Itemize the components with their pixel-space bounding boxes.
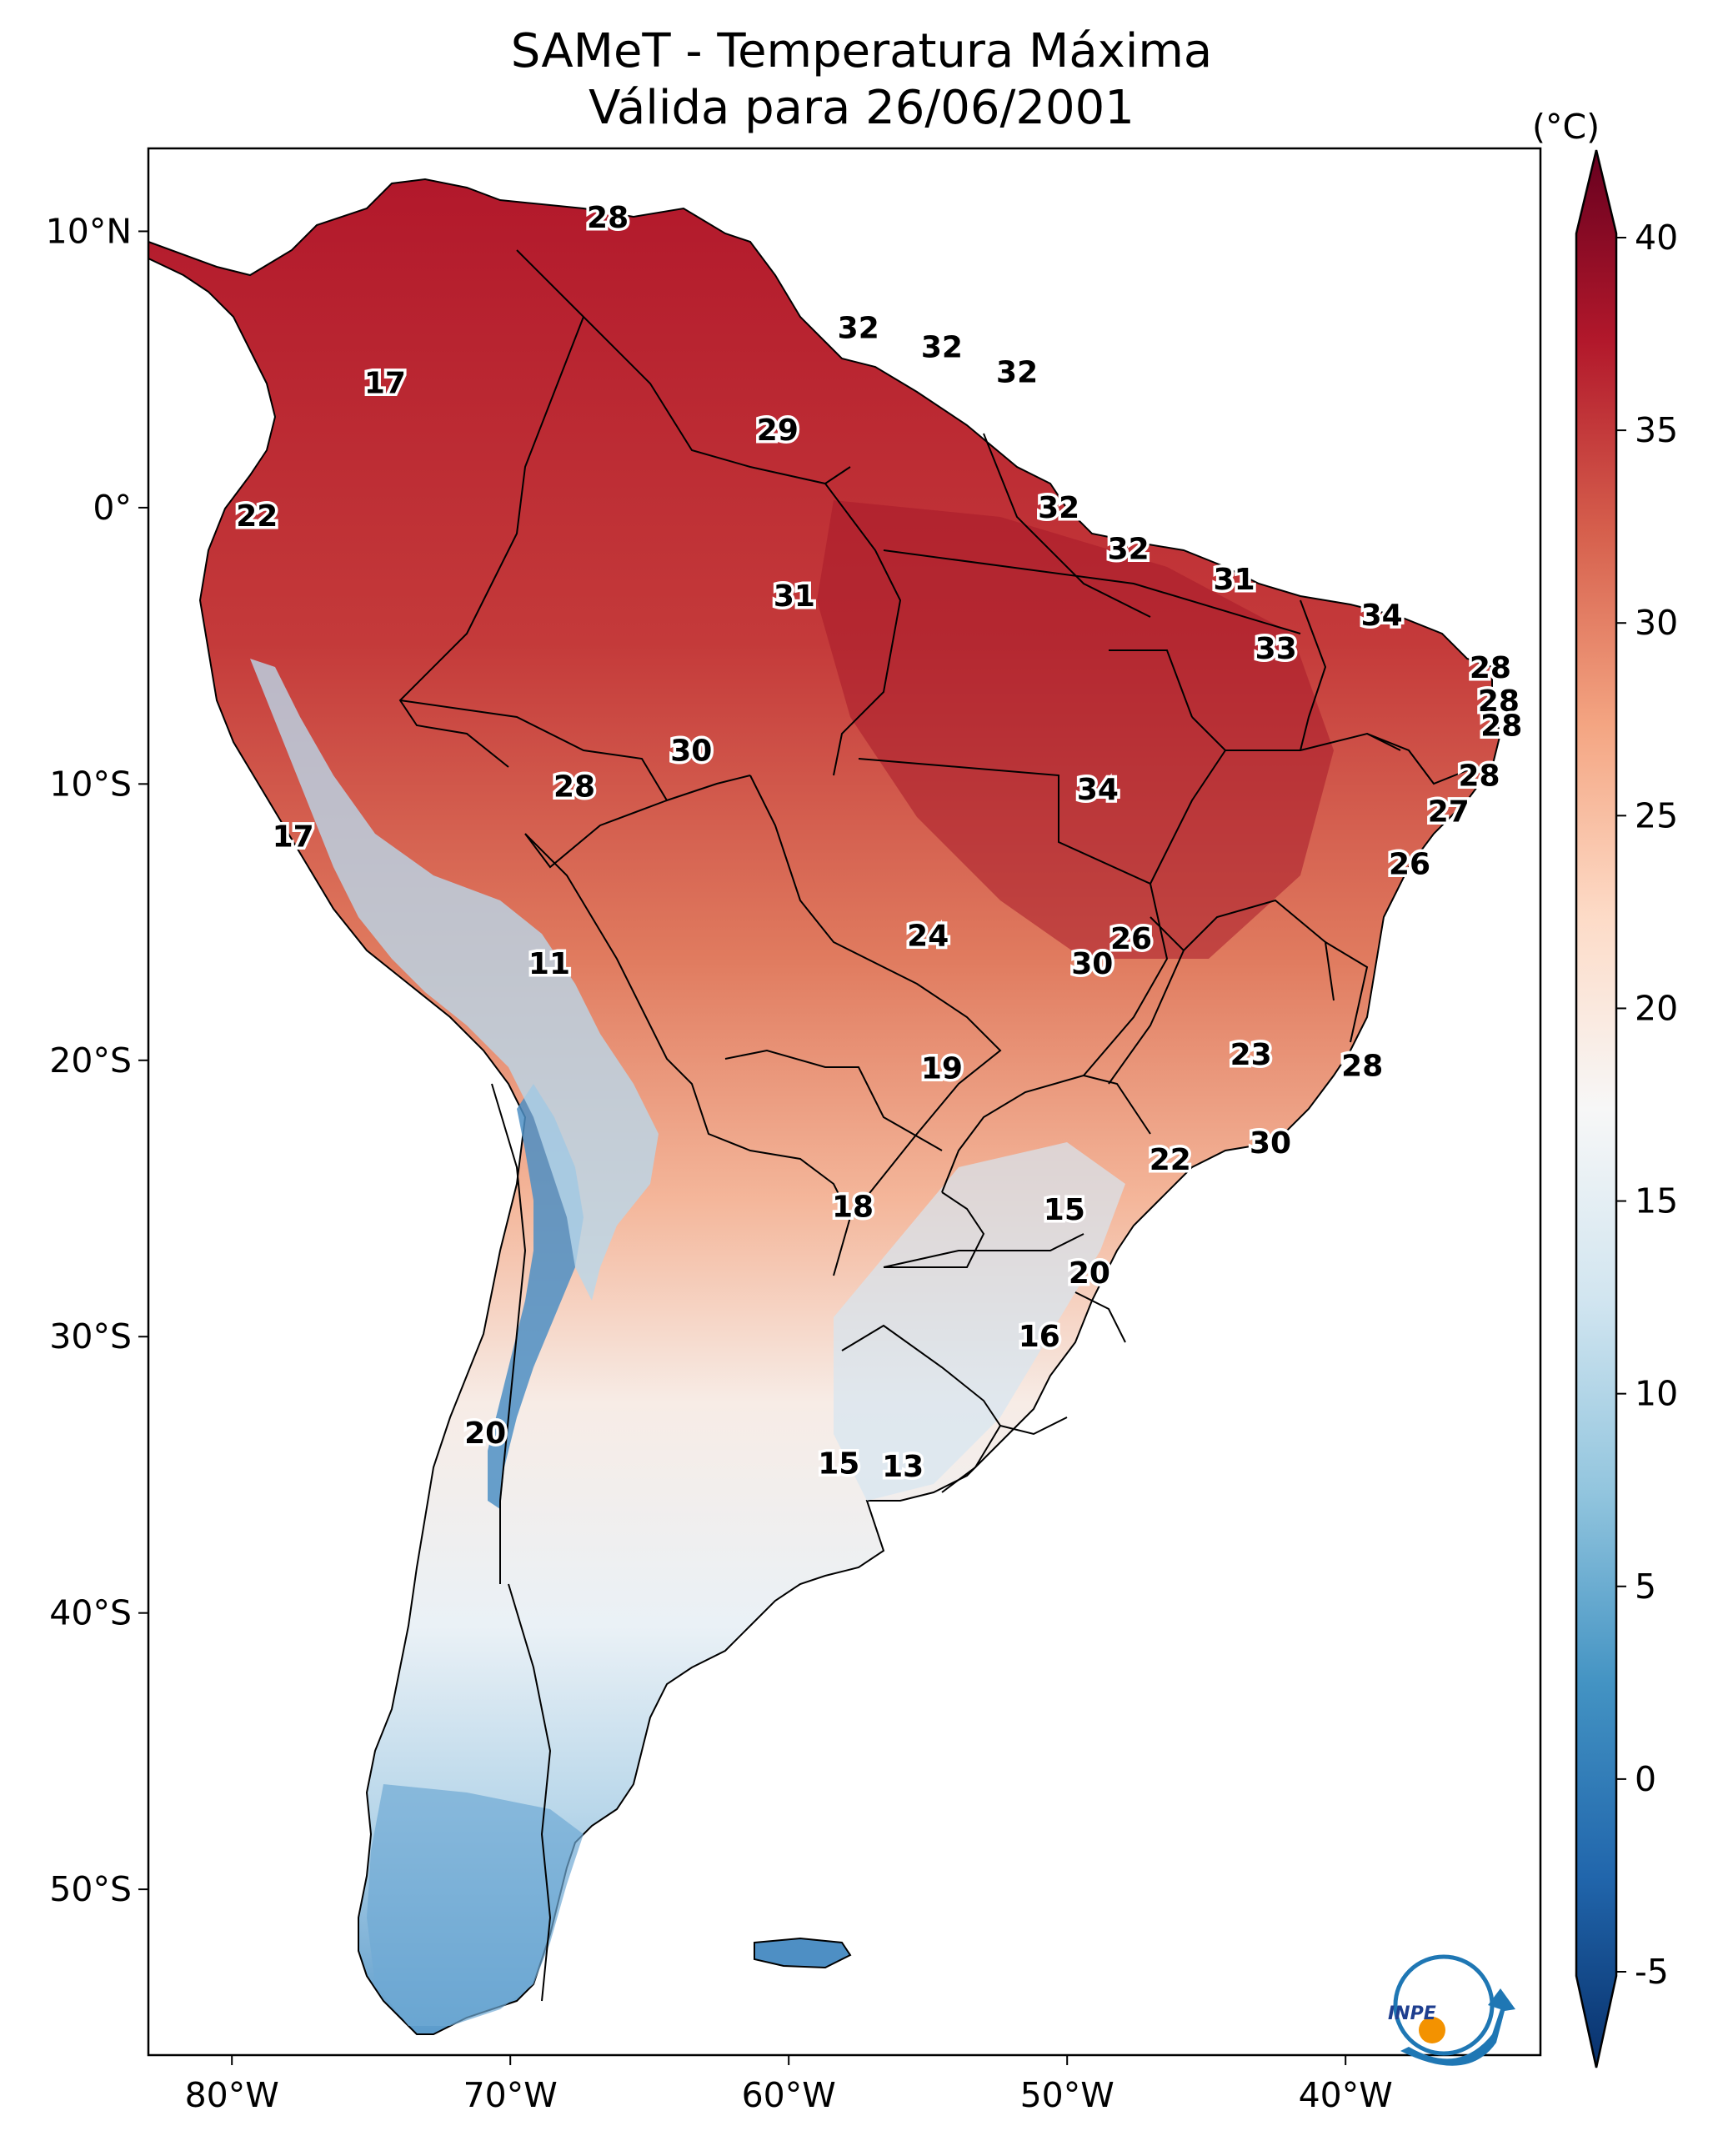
- temperature-label: 20: [1069, 1256, 1110, 1291]
- temperature-label: 28: [1341, 1049, 1383, 1083]
- patagonia-cold: [367, 1784, 584, 2026]
- andes-cool-band: [250, 659, 659, 1301]
- logo-arrow-icon: [1400, 1988, 1515, 2066]
- temperature-label: 28: [587, 201, 629, 235]
- temperature-label: 31: [1214, 563, 1255, 597]
- temperature-label: 28: [1478, 684, 1520, 719]
- temperature-label: 34: [1077, 773, 1119, 807]
- colorbar-tick-label: -5: [1635, 1952, 1669, 1992]
- temperature-label: 30: [1071, 947, 1113, 981]
- south-america-landmass: [148, 178, 1502, 2035]
- x-tick-label: 50°W: [1020, 2075, 1114, 2115]
- temperature-label: 34: [1361, 599, 1403, 633]
- colorbar-tick-label: 25: [1635, 795, 1678, 835]
- y-tick-label: 0°: [93, 488, 132, 528]
- temperature-label: 29: [757, 414, 799, 448]
- y-tick-label: 40°S: [49, 1593, 132, 1633]
- temperature-label: 32: [1038, 491, 1079, 525]
- temperature-label: 22: [236, 499, 278, 534]
- colorbar-tick-label: 5: [1635, 1567, 1656, 1607]
- colorbar-unit: (°C): [1532, 107, 1600, 147]
- temperature-label: 15: [818, 1447, 859, 1482]
- figure-subtitle: Válida para 26/06/2001: [589, 81, 1134, 135]
- temperature-label: 15: [1044, 1193, 1085, 1227]
- temperature-label: 18: [832, 1190, 874, 1224]
- temperature-label: 28: [1458, 759, 1500, 793]
- y-axis-ticks: 10°N 0° 10°S 20°S 30°S 40°S 50°S: [46, 211, 148, 1909]
- temperature-label: 20: [464, 1416, 506, 1451]
- temperature-label: 13: [882, 1450, 924, 1484]
- temperature-label: 28: [1480, 709, 1522, 744]
- temperature-label: 28: [553, 770, 595, 805]
- colorbar-body: [1575, 149, 1618, 2068]
- temperature-label: 30: [670, 735, 712, 769]
- colorbar-tick-label: 35: [1635, 410, 1678, 450]
- x-tick-label: 80°W: [185, 2075, 279, 2115]
- colorbar-tick-label: 20: [1635, 988, 1678, 1028]
- temperature-label: 16: [1019, 1320, 1060, 1354]
- temperature-label: 17: [273, 820, 314, 854]
- plot-frame: [147, 147, 1542, 2057]
- figure-title: SAMeT - Temperatura Máxima: [510, 24, 1213, 78]
- colorbar-tick-label: 30: [1635, 603, 1678, 643]
- temperature-label: 32: [921, 331, 963, 365]
- temperature-label: 31: [774, 579, 815, 614]
- temperature-label: 30: [1250, 1126, 1291, 1161]
- logo-text: INPE: [1388, 2003, 1436, 2024]
- temperature-label: 27: [1428, 795, 1470, 829]
- colorbar-tick-label: 10: [1635, 1374, 1678, 1414]
- country-borders: [398, 249, 1476, 2002]
- temperature-label: 26: [1389, 847, 1430, 881]
- colorbar: 40 35 30 25 20 15 10 5 0 -5: [1575, 149, 1678, 2068]
- x-axis-ticks: 80°W 70°W 60°W 50°W 40°W: [185, 2055, 1393, 2115]
- temperature-label: 19: [921, 1052, 963, 1086]
- falkland-islands: [754, 1937, 852, 1969]
- temperature-label: 24: [907, 920, 949, 954]
- logo-sun-icon: [1419, 2017, 1445, 2043]
- colorbar-ticks: 40 35 30 25 20 15 10 5 0 -5: [1616, 218, 1678, 1992]
- temperature-label: 32: [1108, 533, 1150, 567]
- y-tick-label: 50°S: [49, 1869, 132, 1909]
- temperature-label: 32: [996, 355, 1038, 389]
- temperature-label: 32: [838, 311, 879, 345]
- temperature-label: 33: [1255, 632, 1297, 666]
- temperature-label: 28: [1470, 651, 1511, 685]
- temperature-label: 23: [1230, 1038, 1272, 1072]
- temperature-label: 26: [1110, 922, 1152, 956]
- colorbar-tick-label: 0: [1635, 1759, 1656, 1799]
- x-tick-label: 60°W: [742, 2075, 836, 2115]
- colorbar-tick-label: 15: [1635, 1181, 1678, 1221]
- x-tick-label: 40°W: [1299, 2075, 1393, 2115]
- cool-south: [834, 1142, 1125, 1501]
- temperature-label: 11: [528, 947, 570, 981]
- warm-core: [817, 500, 1334, 959]
- temperature-label: 22: [1150, 1143, 1191, 1177]
- y-tick-label: 20°S: [49, 1040, 132, 1081]
- y-tick-label: 10°N: [46, 211, 132, 251]
- colorbar-tick-label: 40: [1635, 218, 1678, 258]
- y-tick-label: 30°S: [49, 1316, 132, 1356]
- temperature-label: 17: [364, 367, 406, 401]
- y-tick-label: 10°S: [49, 764, 132, 804]
- x-tick-label: 70°W: [463, 2075, 558, 2115]
- inpe-logo: INPE: [1388, 1954, 1515, 2066]
